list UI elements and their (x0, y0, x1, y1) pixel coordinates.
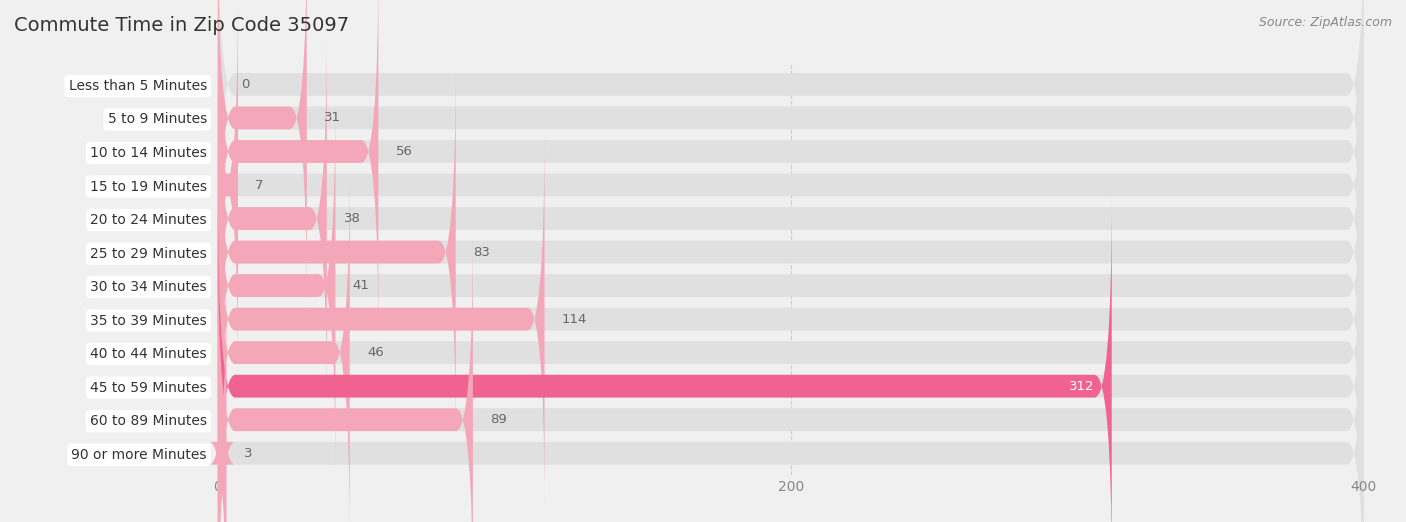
FancyBboxPatch shape (218, 29, 326, 408)
FancyBboxPatch shape (218, 0, 1364, 308)
FancyBboxPatch shape (218, 0, 1364, 375)
FancyBboxPatch shape (218, 129, 544, 509)
FancyBboxPatch shape (218, 0, 307, 308)
FancyBboxPatch shape (218, 0, 1364, 274)
Text: 41: 41 (353, 279, 370, 292)
FancyBboxPatch shape (218, 96, 1364, 476)
Text: 31: 31 (323, 112, 340, 124)
FancyBboxPatch shape (218, 196, 1112, 522)
FancyBboxPatch shape (218, 0, 1364, 341)
FancyBboxPatch shape (218, 29, 1364, 408)
FancyBboxPatch shape (218, 163, 350, 522)
FancyBboxPatch shape (218, 264, 1364, 522)
FancyBboxPatch shape (218, 230, 1364, 522)
Text: 7: 7 (254, 179, 264, 192)
Text: 0: 0 (240, 78, 249, 91)
FancyBboxPatch shape (218, 96, 336, 476)
Text: 38: 38 (344, 212, 361, 225)
Text: Commute Time in Zip Code 35097: Commute Time in Zip Code 35097 (14, 16, 349, 34)
Text: 3: 3 (243, 447, 252, 460)
FancyBboxPatch shape (218, 0, 238, 375)
Text: 89: 89 (491, 413, 506, 426)
FancyBboxPatch shape (218, 62, 456, 442)
Text: 56: 56 (395, 145, 412, 158)
FancyBboxPatch shape (218, 62, 1364, 442)
FancyBboxPatch shape (218, 129, 1364, 509)
FancyBboxPatch shape (209, 264, 235, 522)
Text: 114: 114 (561, 313, 588, 326)
FancyBboxPatch shape (218, 163, 1364, 522)
Text: 83: 83 (472, 245, 489, 258)
FancyBboxPatch shape (218, 196, 1364, 522)
Text: Source: ZipAtlas.com: Source: ZipAtlas.com (1258, 16, 1392, 29)
Text: 312: 312 (1069, 379, 1094, 393)
FancyBboxPatch shape (218, 0, 378, 341)
FancyBboxPatch shape (218, 230, 472, 522)
Text: 46: 46 (367, 346, 384, 359)
